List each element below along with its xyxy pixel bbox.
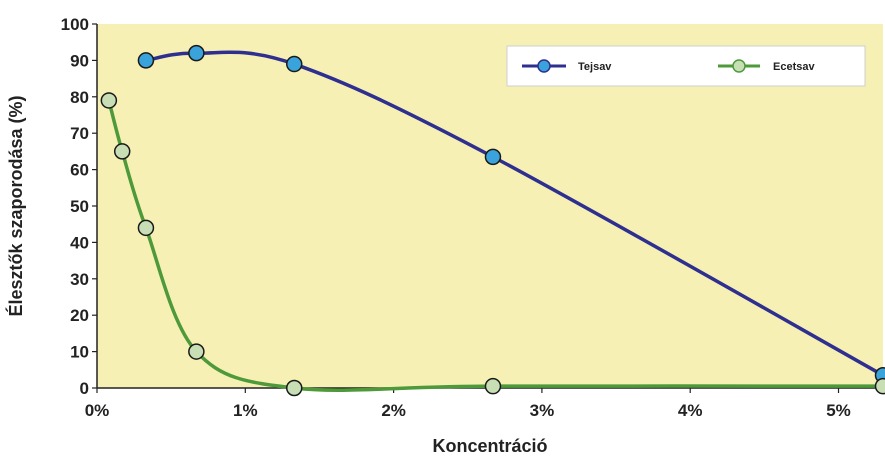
y-tick-label: 30: [70, 270, 89, 289]
x-axis-title: Koncentráció: [432, 436, 547, 456]
legend-marker-tejsav: [538, 60, 550, 72]
legend: Tejsav Ecetsav: [507, 46, 865, 86]
y-tick-label: 100: [61, 15, 89, 34]
x-tick-label: 5%: [826, 401, 851, 420]
data-point-tejsav: [287, 57, 302, 72]
y-tick-label: 20: [70, 306, 89, 325]
data-point-ecetsav: [485, 379, 500, 394]
x-tick-label: 3%: [530, 401, 555, 420]
y-tick-label: 70: [70, 124, 89, 143]
data-point-ecetsav: [189, 344, 204, 359]
y-tick-label: 0: [80, 379, 89, 398]
x-tick-labels: 0% 1% 2% 3% 4% 5%: [85, 388, 851, 420]
x-tick-label: 4%: [678, 401, 703, 420]
data-point-tejsav: [189, 46, 204, 61]
y-tick-label: 90: [70, 51, 89, 70]
y-tick-label: 40: [70, 233, 89, 252]
legend-label-ecetsav: Ecetsav: [773, 61, 815, 73]
data-point-ecetsav: [287, 381, 302, 396]
legend-marker-ecetsav: [733, 60, 745, 72]
y-tick-labels: 0 10 20 30 40 50 60 70 80 90 100: [61, 15, 97, 398]
legend-label-tejsav: Tejsav: [578, 61, 612, 73]
x-tick-label: 2%: [381, 401, 406, 420]
data-point-tejsav: [138, 53, 153, 68]
data-point-ecetsav: [876, 379, 885, 394]
data-point-ecetsav: [101, 93, 116, 108]
y-tick-label: 60: [70, 161, 89, 180]
data-point-tejsav: [485, 149, 500, 164]
data-point-ecetsav: [115, 144, 130, 159]
y-axis-title: Élesztők szaporodása (%): [5, 95, 26, 316]
x-tick-label: 0%: [85, 401, 110, 420]
y-tick-label: 50: [70, 197, 89, 216]
y-tick-label: 80: [70, 88, 89, 107]
data-point-ecetsav: [138, 220, 153, 235]
y-tick-label: 10: [70, 343, 89, 362]
x-tick-label: 1%: [233, 401, 258, 420]
